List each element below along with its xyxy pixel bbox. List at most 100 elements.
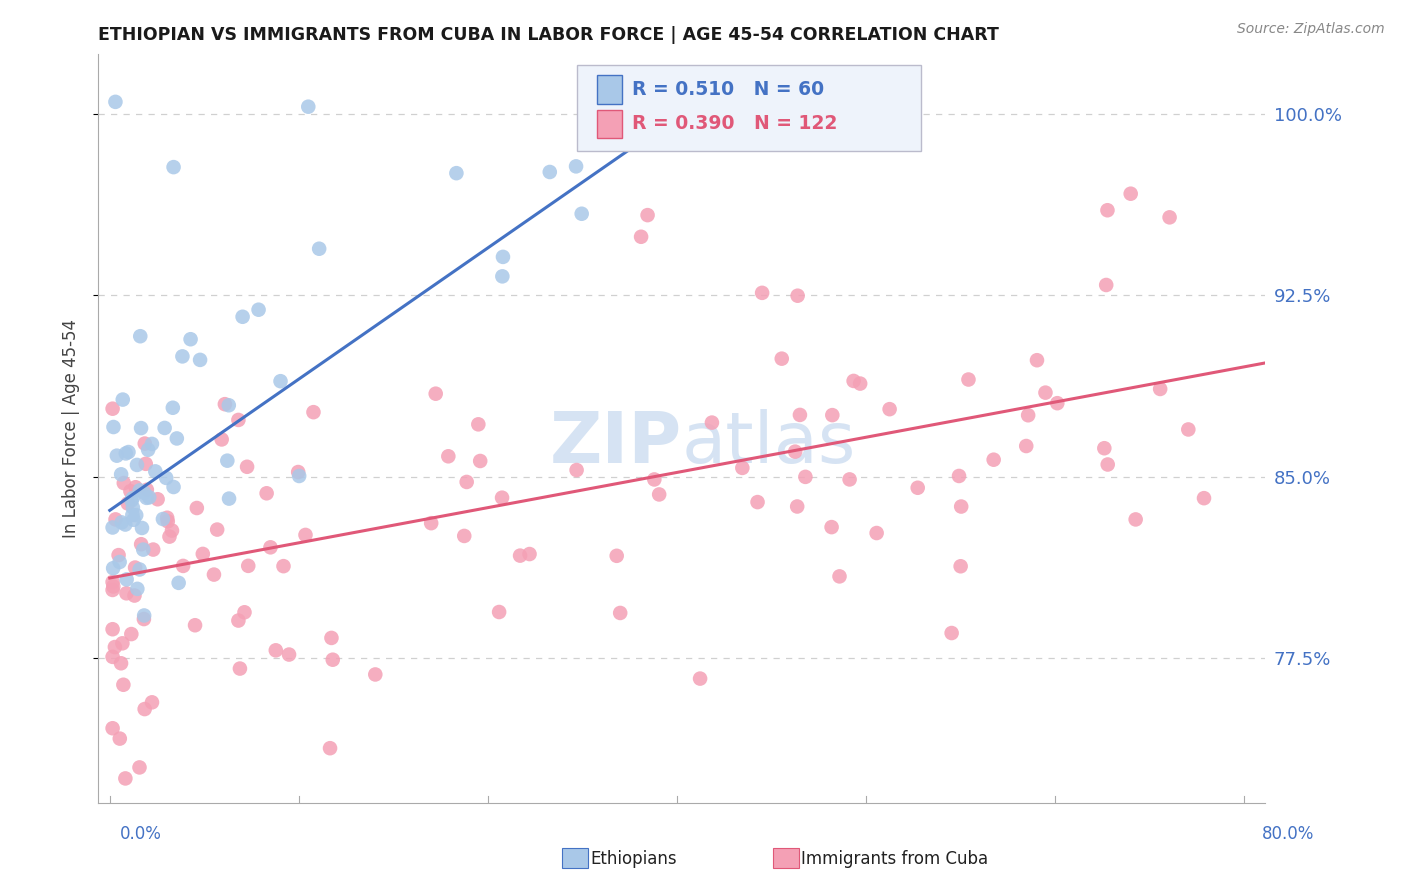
Point: [538, 165, 561, 179]
Point: [110, 657, 132, 671]
Point: [609, 606, 631, 620]
Text: atlas: atlas: [682, 409, 856, 477]
Point: [128, 483, 150, 498]
Point: [1097, 203, 1119, 218]
Point: [794, 470, 817, 484]
Point: [202, 567, 225, 582]
Point: [643, 473, 665, 487]
Point: [111, 636, 134, 650]
Point: [128, 760, 150, 774]
Point: [232, 310, 254, 324]
Text: R = 0.390   N = 122: R = 0.390 N = 122: [631, 114, 837, 134]
Point: [420, 516, 443, 531]
Point: [236, 459, 259, 474]
Point: [637, 208, 659, 222]
Point: [453, 529, 475, 543]
Point: [228, 413, 250, 427]
Point: [124, 480, 146, 494]
Point: [270, 374, 292, 388]
Point: [302, 405, 325, 419]
Point: [129, 329, 152, 343]
Point: [941, 626, 963, 640]
Point: [820, 520, 842, 534]
Point: [134, 436, 156, 450]
Point: [162, 401, 184, 415]
Point: [865, 526, 887, 541]
Point: [491, 491, 513, 505]
Point: [135, 491, 157, 505]
Text: ZIP: ZIP: [550, 409, 682, 477]
Point: [1046, 396, 1069, 410]
Text: ETHIOPIAN VS IMMIGRANTS FROM CUBA IN LABOR FORCE | AGE 45-54 CORRELATION CHART: ETHIOPIAN VS IMMIGRANTS FROM CUBA IN LAB…: [98, 26, 1000, 44]
Point: [184, 618, 207, 632]
Point: [143, 464, 166, 478]
Point: [218, 491, 240, 506]
Point: [146, 492, 169, 507]
Point: [103, 579, 125, 593]
Point: [1119, 186, 1142, 201]
FancyBboxPatch shape: [576, 65, 921, 151]
Text: 80.0%: 80.0%: [1263, 825, 1315, 843]
Point: [134, 608, 156, 623]
Point: [122, 513, 145, 527]
Point: [112, 678, 135, 692]
Point: [1092, 441, 1115, 455]
Point: [907, 481, 929, 495]
Text: Source: ZipAtlas.com: Source: ZipAtlas.com: [1237, 22, 1385, 37]
Point: [111, 392, 134, 407]
Point: [120, 484, 142, 499]
Point: [259, 541, 281, 555]
Point: [238, 558, 260, 573]
Bar: [596, 75, 623, 103]
Point: [120, 493, 142, 508]
Point: [105, 449, 128, 463]
Point: [488, 605, 510, 619]
Point: [121, 508, 143, 522]
Point: [162, 160, 184, 174]
Point: [125, 508, 148, 523]
Point: [467, 417, 489, 432]
Point: [256, 486, 278, 500]
Point: [957, 372, 980, 386]
Point: [785, 444, 807, 458]
Point: [1035, 385, 1057, 400]
Point: [125, 458, 148, 472]
Point: [101, 582, 124, 597]
Point: [519, 547, 541, 561]
Point: [228, 614, 250, 628]
Point: [1177, 422, 1199, 436]
Point: [191, 547, 214, 561]
Point: [247, 302, 270, 317]
Point: [141, 695, 163, 709]
Point: [188, 352, 211, 367]
Point: [509, 549, 531, 563]
Text: Immigrants from Cuba: Immigrants from Cuba: [801, 850, 988, 868]
Point: [838, 472, 860, 486]
Point: [128, 562, 150, 576]
Point: [218, 398, 240, 412]
Point: [135, 457, 157, 471]
Point: [950, 500, 973, 514]
Point: [828, 569, 851, 583]
Point: [949, 559, 972, 574]
Point: [186, 501, 208, 516]
Point: [751, 285, 773, 300]
Point: [1159, 211, 1181, 225]
Point: [115, 573, 138, 587]
Point: [167, 575, 190, 590]
Point: [786, 500, 808, 514]
Point: [849, 376, 872, 391]
Point: [138, 491, 160, 505]
Point: [294, 528, 316, 542]
Point: [180, 332, 202, 346]
Point: [132, 612, 155, 626]
Point: [101, 401, 124, 416]
Point: [700, 416, 723, 430]
Point: [101, 561, 124, 575]
Point: [156, 514, 179, 528]
Point: [278, 648, 301, 662]
Point: [114, 517, 136, 532]
Text: Ethiopians: Ethiopians: [591, 850, 678, 868]
Text: R = 0.510   N = 60: R = 0.510 N = 60: [631, 80, 824, 99]
Point: [166, 432, 188, 446]
